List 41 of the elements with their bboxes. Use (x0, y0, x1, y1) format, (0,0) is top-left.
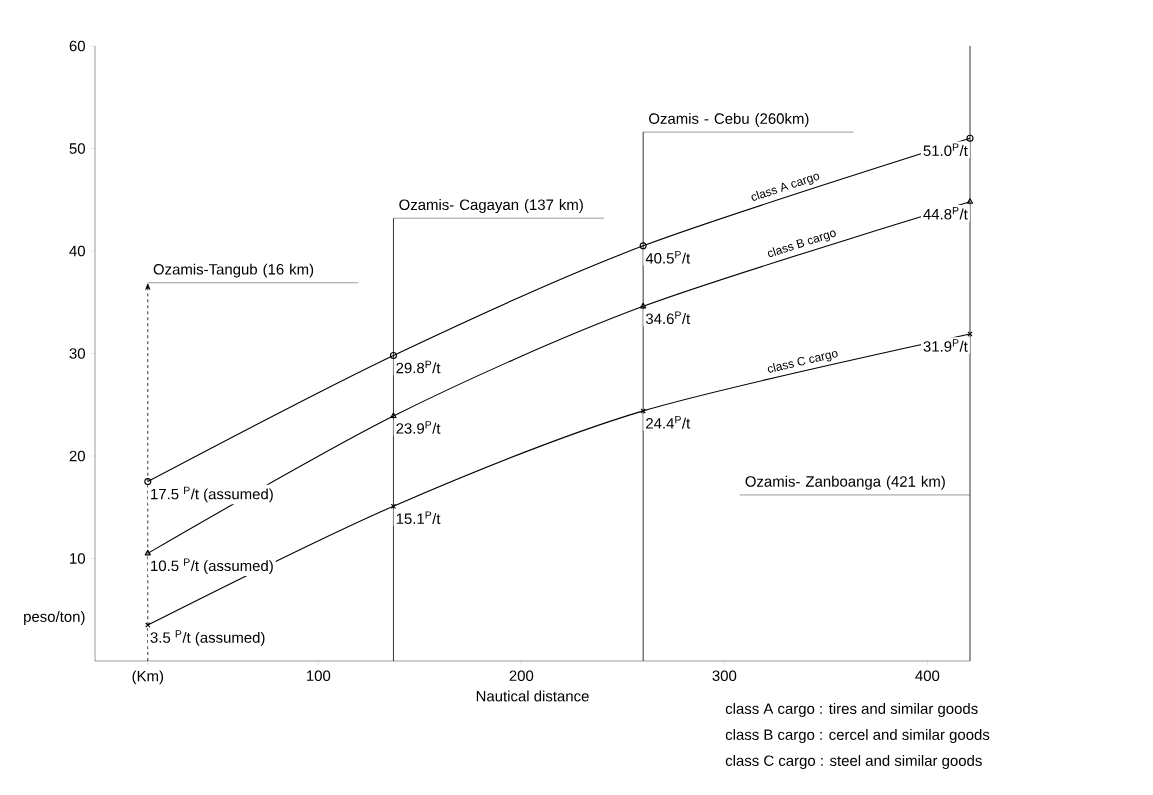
ref-line-label: Ozamis-Tangub (16 km) (153, 263, 314, 278)
y-tick-label: 30 (69, 348, 85, 359)
ref-line-label: Ozamis- Cagayan (137 km) (399, 199, 583, 213)
data-label: 44.8$^{P}$/t (923, 206, 968, 220)
data-label: 17.5 $^{P}$/t (assumed) (151, 486, 273, 503)
point (640, 302, 647, 309)
data-label: 10.5 $^{P}$/t (assumed) (151, 558, 273, 575)
y-tick-label: 40 (69, 245, 85, 257)
point (640, 408, 646, 414)
ref-line-label: Ozamis - Cebu (260km) (649, 112, 809, 127)
y-tick-label: 50 (69, 143, 85, 154)
data-label: 34.6$^{P}$/t (645, 311, 691, 325)
x-tick-label: 300 (712, 670, 737, 681)
data-label: 15.1$^{P}$/t (396, 511, 441, 524)
data-label: 29.8$^{P}$/t (396, 360, 441, 374)
data-label: 3.5 $^{P}$/t (assumed) (150, 630, 265, 646)
point (389, 351, 397, 360)
point (390, 503, 397, 509)
y-axis-title: peso/ton) (24, 610, 85, 625)
text: class B cargo : cercel and similar goods (725, 729, 990, 743)
data-label: 23.9$^{P}$/t (396, 421, 441, 434)
text: class A cargo : tires and similar goods (725, 703, 978, 717)
text: class A cargo (751, 173, 820, 201)
data-label: 40.5$^{P}$/t (645, 251, 691, 264)
text: class B cargo (767, 230, 836, 258)
point (390, 412, 397, 419)
text: class C cargo (767, 351, 838, 373)
x-tick-label: 200 (509, 670, 534, 681)
data-label: 31.9$^{P}$/t (923, 339, 968, 352)
ref-line-label: Ozamis- Zanboanga (421 km) (745, 475, 945, 490)
x-tick-label: 100 (307, 670, 331, 681)
point (639, 242, 647, 250)
x-tick-label: 400 (915, 670, 940, 681)
x-axis-title: Nautical distance (476, 690, 589, 702)
y-tick-label: 20 (69, 450, 85, 462)
x-tick-label: (Km) (132, 670, 164, 685)
data-label: 51.0$^{P}$/t (923, 143, 968, 156)
text: class C cargo : steel and similar goods (725, 755, 982, 769)
y-tick-label: 60 (69, 40, 85, 52)
data-label: 24.4$^{P}$/t (646, 416, 691, 429)
y-tick-label: 10 (70, 553, 85, 564)
